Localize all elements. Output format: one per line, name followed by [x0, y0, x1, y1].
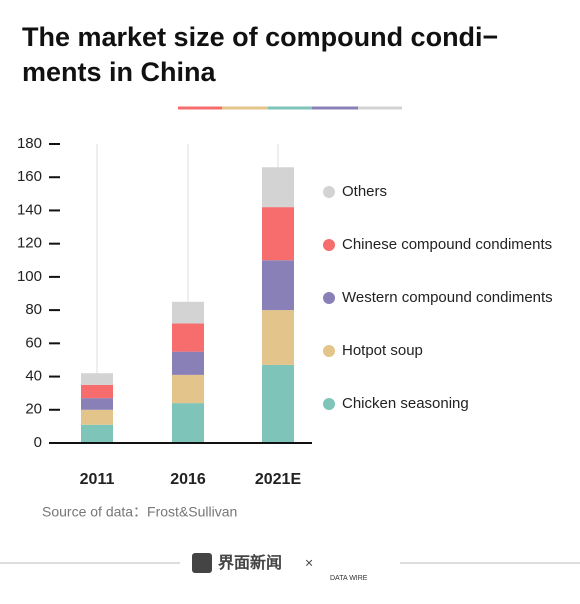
y-tick-label: 160 [17, 168, 42, 185]
legend-marker [323, 398, 335, 410]
bar-segment [81, 409, 113, 425]
legend-label: Others [342, 183, 387, 200]
legend-label: Chicken seasoning [342, 395, 469, 412]
x-tick-label: 2011 [80, 471, 115, 488]
source: Source of data：Frost&Sullivan [42, 504, 237, 520]
bar-segment [262, 364, 294, 443]
bar-segment [262, 167, 294, 208]
y-tick-label: 60 [25, 334, 42, 351]
x-tick-label: 2016 [170, 471, 206, 488]
bar-segment [81, 373, 113, 385]
y-tick-label: 180 [17, 135, 42, 152]
footer: 界面新闻 × DATA WIRE [0, 553, 580, 582]
legend-marker [323, 186, 335, 198]
bar-segment [262, 260, 294, 311]
separator: × [305, 555, 313, 571]
y-tick-label: 0 [34, 434, 42, 451]
legend-marker [323, 345, 335, 357]
y-tick-label: 20 [25, 401, 42, 418]
partner: DATA WIRE [330, 575, 368, 582]
y-tick-label: 140 [17, 201, 42, 218]
bar-segment [81, 384, 113, 399]
bar-segment [81, 424, 113, 443]
bar-segment [172, 374, 204, 404]
bar-segment [262, 310, 294, 365]
bar-segment [262, 207, 294, 261]
bar-segment [172, 301, 204, 324]
y-tick-label: 100 [17, 268, 42, 285]
x-tick-label: 2021E [255, 471, 302, 488]
brand-icon [192, 553, 212, 573]
brand: 界面新闻 [218, 553, 282, 572]
legend-label: Chinese compound condiments [342, 236, 552, 253]
chart-title: The market size of compound condi− ments… [22, 22, 499, 87]
y-tick-label: 120 [17, 235, 42, 252]
y-tick-label: 40 [25, 368, 42, 385]
legend-marker [323, 292, 335, 304]
bar-segment [172, 351, 204, 375]
bar-segment [172, 323, 204, 352]
legend-marker [323, 239, 335, 251]
y-tick-label: 80 [25, 301, 42, 318]
bar-segment [81, 398, 113, 410]
bar-segment [172, 403, 204, 443]
legend-label: Western compound condiments [342, 289, 553, 306]
legend-label: Hotpot soup [342, 342, 423, 359]
